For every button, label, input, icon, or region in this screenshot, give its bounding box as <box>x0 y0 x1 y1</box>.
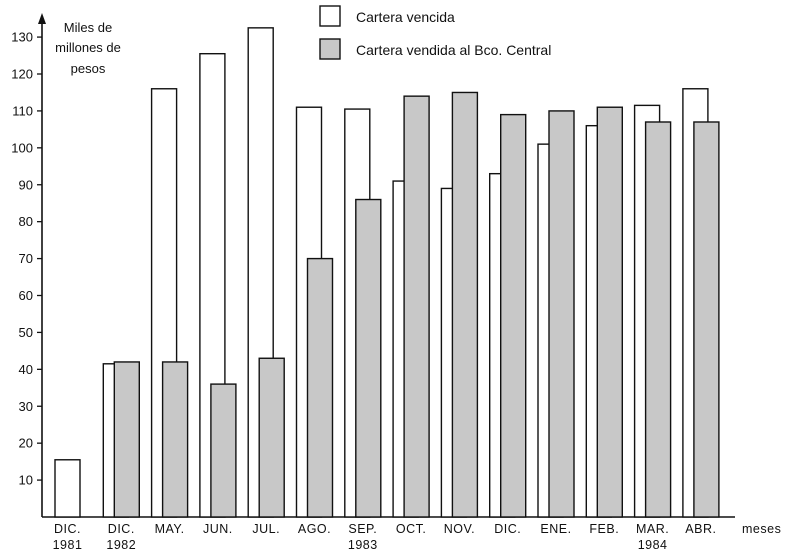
bar-cartera-vendida <box>644 121 672 518</box>
legend-swatch-cartera-vencida <box>319 5 341 27</box>
legend-swatch-cartera-vendida <box>319 38 341 60</box>
bar-cartera-vendida <box>693 121 720 518</box>
year-label: 1982 <box>106 538 136 552</box>
x-tick-label: JUL. <box>252 522 280 536</box>
bar-cartera-vendida <box>210 383 237 518</box>
bar-cartera-vendida <box>548 110 575 518</box>
year-label: 1983 <box>348 538 378 552</box>
y-tick-label: 20 <box>19 436 33 451</box>
y-tick-label: 110 <box>12 103 33 118</box>
x-tick-label: ENE. <box>540 522 571 536</box>
legend-label-cartera-vencida: Cartera vencida <box>356 9 455 25</box>
legend-label-cartera-vendida: Cartera vendida al Bco. Central <box>356 42 551 58</box>
bar-cartera-vendida <box>113 361 141 518</box>
bar-cartera-vendida <box>596 106 623 518</box>
y-tick-label: 130 <box>11 30 33 45</box>
x-tick-label: OCT. <box>396 522 426 536</box>
x-tick-label: DIC. <box>494 522 521 536</box>
bar-cartera-vendida <box>355 198 382 518</box>
x-tick-label: MAR. <box>636 522 669 536</box>
x-tick-label: MAY. <box>155 522 185 536</box>
x-tick-label: DIC. <box>108 522 135 536</box>
y-tick-label: 70 <box>19 251 33 266</box>
y-axis-label-line-3: pesos <box>71 61 106 76</box>
y-tick-label: 40 <box>19 362 33 377</box>
bar-cartera-vendida <box>306 257 334 518</box>
x-tick-label: AGO. <box>298 522 331 536</box>
x-tick-label: NOV. <box>444 522 475 536</box>
x-tick-label: SEP. <box>348 522 377 536</box>
y-axis-label-line-1: Miles de <box>64 20 112 35</box>
y-axis-arrow-icon <box>38 13 46 24</box>
year-label: 1981 <box>53 538 83 552</box>
y-tick-label: 80 <box>19 214 33 229</box>
bar-cartera-vendida <box>161 361 189 518</box>
bar-cartera-vendida <box>500 113 527 518</box>
y-tick-label: 10 <box>19 473 33 488</box>
x-tick-label: ABR. <box>685 522 716 536</box>
x-tick-label: FEB. <box>589 522 619 536</box>
y-tick-label: 90 <box>19 177 33 192</box>
y-tick-label: 30 <box>19 399 33 414</box>
bar-cartera-vendida <box>451 91 479 518</box>
y-tick-label: 120 <box>11 67 33 82</box>
x-tick-label: JUN. <box>203 522 233 536</box>
y-tick-label: 50 <box>19 325 33 340</box>
y-tick-label: 60 <box>19 288 33 303</box>
x-axis-label: meses <box>742 522 781 536</box>
y-axis-label-line-2: millones de <box>55 40 121 55</box>
bar-cartera-vencida <box>54 459 81 518</box>
x-tick-label: DIC. <box>54 522 81 536</box>
y-tick-label: 100 <box>11 140 33 155</box>
bar-cartera-vendida <box>403 95 430 518</box>
year-label: 1984 <box>638 538 668 552</box>
bar-cartera-vendida <box>258 357 285 518</box>
